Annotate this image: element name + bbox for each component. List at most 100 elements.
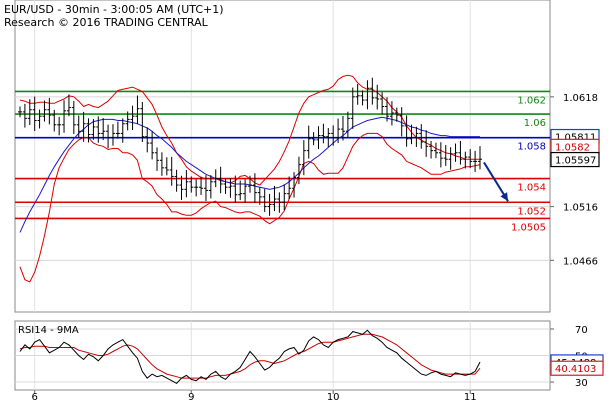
rsi-tag-red: 40.4103 [550,360,604,376]
price-bar [380,92,385,115]
price-bar [404,115,409,147]
level-label-support: 1.0505 [511,222,546,233]
price-bar [267,193,272,216]
rsi-tag-box [550,360,604,376]
price-bar [306,125,311,159]
price-tag-red: 1.0582 [550,138,600,154]
price-bar [458,140,463,165]
price-bar [184,169,189,198]
price-bar [360,90,365,106]
price-bar [27,99,32,126]
price-bar [287,176,292,200]
price-bar [174,169,179,192]
price-tag-box [550,151,600,168]
price-bar [125,111,130,131]
price-bar [331,125,336,146]
price-bar [350,87,355,129]
price-bar [394,107,399,122]
price-bar [443,145,448,166]
price-tag-label: 1.05811 [555,133,596,144]
price-bar [414,126,419,147]
price-bar [101,118,106,141]
price-bar [130,105,135,130]
price-tick-label: 1.0618 [563,93,598,104]
price-bar [203,175,208,201]
rsi-panel-label: RSI14 - 9MA [18,325,79,336]
price-bar [135,95,140,125]
price-bar [311,132,316,146]
price-bar [218,166,223,194]
level-label-pivot: 1.058 [517,142,546,153]
price-bar [399,107,404,137]
price-bar [66,94,71,117]
price-bar [169,156,174,186]
level-label-resistance: 1.062 [517,95,546,106]
lower-bollinger-band [19,132,481,283]
price-bar [375,84,380,110]
price-bar [32,96,37,132]
price-tag-label: 1.05597 [555,156,596,167]
time-tick-label: 11 [464,392,477,403]
price-bar [301,140,306,176]
rsi-panel [14,320,551,391]
price-bar [262,188,267,212]
time-tick-label: 9 [188,392,194,403]
price-bar [370,77,375,105]
price-bar [419,124,424,149]
price-tag-black: 1.05597 [550,151,600,168]
price-bar [257,187,262,205]
price-bar [448,147,453,170]
level-label-support: 1.052 [517,206,546,217]
price-bar [106,124,111,149]
price-bar [194,179,199,197]
price-bar [189,176,194,193]
price-bar [316,126,321,150]
price-bar [385,97,390,122]
price-bar [96,116,101,143]
price-bar [248,175,252,193]
price-bar [37,109,42,129]
rsi-line [19,329,481,385]
price-bar [345,111,350,138]
price-bar [473,150,478,172]
rsi-ma-line [19,333,481,379]
level-label-support: 1.054 [517,183,546,194]
price-bar [463,151,468,169]
price-bar [120,118,125,143]
price-bar [277,192,282,213]
projection-arrow-head [500,192,508,202]
level-label-resistance: 1.06 [524,118,546,129]
price-bar [22,103,27,128]
price-bar [91,118,96,140]
price-bar [164,157,169,176]
price-bar [438,142,443,168]
price-bar [228,178,233,198]
price-bar [145,127,150,153]
price-bar [115,121,120,139]
chart-title: EUR/USD - 30min - 3:00:05 AM (UTC+1) [4,3,224,16]
key-levels: 1.062 1.06 1.058 1.054 1.052 1.0505 [15,90,550,233]
projection-arrow [483,161,509,202]
price-bar [199,176,204,195]
price-bar [179,175,184,200]
price-tick-label: 1.0516 [563,203,598,214]
price-bar [321,123,326,144]
price-bar [292,172,297,198]
price-bar [243,179,248,203]
price-bar [52,109,57,132]
price-bar [272,185,277,212]
price-bar [326,128,331,148]
price-bar [389,101,394,126]
price-bars [18,77,482,216]
price-bar [47,97,52,125]
price-bar [453,143,458,162]
price-bar [140,101,145,143]
price-bar [282,184,287,211]
price-bar [340,115,345,141]
main-panel: 1.062 1.06 1.058 1.054 1.052 1.0505 [14,0,551,313]
price-bar [355,83,360,105]
price-bar [208,175,213,199]
